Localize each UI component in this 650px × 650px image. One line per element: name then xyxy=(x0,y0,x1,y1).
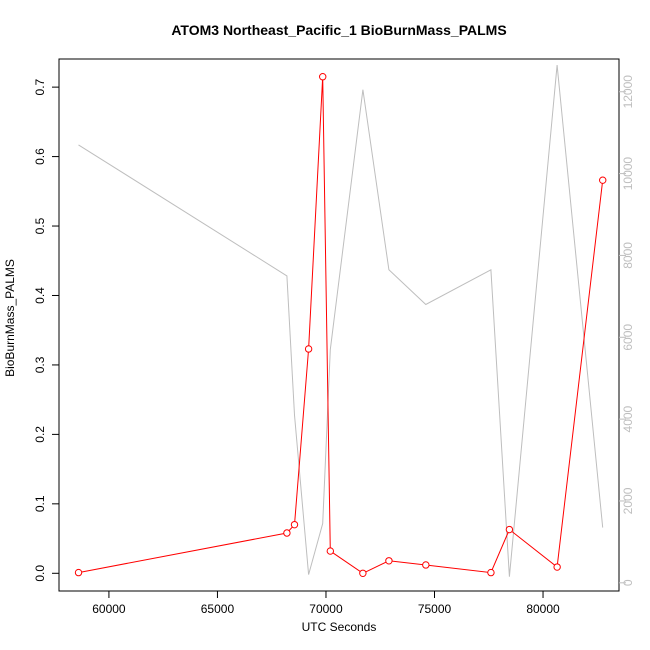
y-tick-label: 0.4 xyxy=(33,287,47,304)
y2-tick-label: 2000 xyxy=(621,487,635,514)
y-axis: 0.0 0.1 0.2 0.3 0.4 0.5 0.6 0.7 xyxy=(33,78,59,582)
data-point xyxy=(359,569,367,577)
y-tick-label: 0.3 xyxy=(33,356,47,373)
data-point xyxy=(74,568,83,577)
data-point xyxy=(290,520,299,529)
y2-tick-label: 6000 xyxy=(621,324,635,351)
chart-title: ATOM3 Northeast_Pacific_1 BioBurnMass_PA… xyxy=(171,22,506,38)
y-tick-label: 0.7 xyxy=(33,78,47,95)
y-tick-label: 0.0 xyxy=(33,565,47,582)
y-tick-label: 0.2 xyxy=(33,426,47,443)
y2-axis: 0 2000 4000 6000 8000 10000 12000 xyxy=(619,75,635,586)
x-tick-label: 65000 xyxy=(201,602,235,616)
series-line-left xyxy=(78,76,604,574)
y-tick-label: 0.6 xyxy=(33,148,47,165)
data-point xyxy=(487,568,495,577)
y-tick-label: 0.1 xyxy=(33,495,47,512)
data-point xyxy=(505,525,514,534)
series-layer xyxy=(74,65,607,577)
data-point xyxy=(304,345,313,353)
data-point xyxy=(422,561,430,569)
data-point xyxy=(319,73,327,81)
data-point xyxy=(283,529,291,537)
y2-tick-label: 4000 xyxy=(621,405,635,432)
y2-tick-label: 0 xyxy=(621,579,635,586)
y-axis-label: BioBurnMass_PALMS xyxy=(3,259,17,377)
y2-tick-label: 10000 xyxy=(621,157,635,191)
data-point xyxy=(553,563,561,571)
x-axis-label: UTC Seconds xyxy=(302,620,377,634)
x-tick-label: 75000 xyxy=(418,602,452,616)
plot-frame xyxy=(58,58,620,592)
series-line-right xyxy=(78,65,604,577)
x-tick-label: 70000 xyxy=(309,602,343,616)
x-tick-label: 80000 xyxy=(526,602,560,616)
y2-tick-label: 12000 xyxy=(621,75,635,109)
x-axis: 60000 65000 70000 75000 80000 xyxy=(92,591,560,616)
y2-tick-label: 8000 xyxy=(621,242,635,269)
x-tick-label: 60000 xyxy=(92,602,126,616)
data-point xyxy=(326,547,335,555)
data-point xyxy=(599,176,607,184)
y-tick-label: 0.5 xyxy=(33,217,47,234)
data-point xyxy=(385,557,393,565)
